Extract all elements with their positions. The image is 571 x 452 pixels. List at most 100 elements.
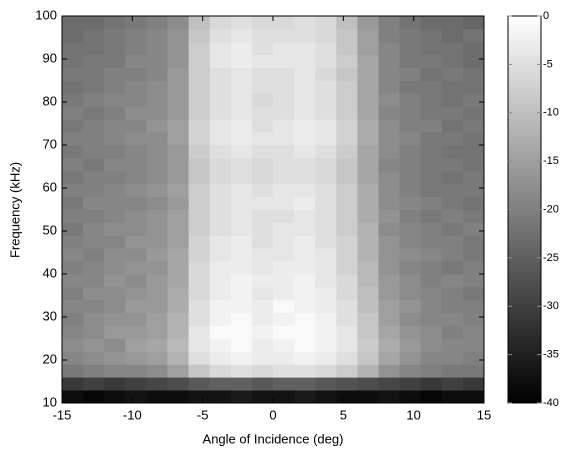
heatmap-cell: [146, 351, 168, 365]
heatmap-cell: [83, 209, 105, 223]
heatmap-cell: [420, 261, 443, 275]
heatmap-cell: [462, 390, 485, 404]
heatmap-cell: [146, 377, 168, 391]
heatmap-cell: [209, 28, 232, 43]
heatmap-cell: [378, 364, 400, 378]
heatmap-cell: [441, 274, 464, 288]
heatmap-cell: [146, 170, 168, 185]
heatmap-cell: [399, 261, 422, 275]
heatmap-cell: [399, 248, 422, 262]
heatmap-cell: [209, 16, 232, 30]
heatmap-cell: [420, 222, 443, 236]
heatmap-cell: [273, 196, 295, 210]
heatmap-cell: [294, 299, 316, 314]
heatmap-cell: [83, 325, 105, 339]
heatmap-cell: [104, 157, 126, 172]
heatmap-cell: [357, 286, 379, 301]
heatmap-cell: [273, 274, 295, 288]
heatmap-cell: [441, 248, 464, 262]
heatmap-cell: [62, 351, 84, 365]
heatmap-cell: [125, 248, 147, 262]
heatmap-cell: [357, 28, 379, 43]
heatmap-cell: [399, 119, 422, 133]
heatmap-cell: [336, 235, 358, 249]
heatmap-cell: [315, 299, 337, 314]
heatmap-cell: [420, 235, 443, 249]
heatmap-cell: [167, 261, 189, 275]
heatmap-cell: [420, 338, 443, 352]
heatmap-cell: [294, 157, 316, 172]
heatmap-cell: [230, 67, 253, 81]
heatmap-cell: [251, 235, 274, 249]
heatmap-cell: [209, 222, 232, 236]
heatmap-cell: [273, 93, 295, 107]
heatmap-cell: [167, 312, 189, 326]
heatmap-cell: [251, 299, 274, 314]
heatmap-cell: [251, 312, 274, 326]
heatmap-cell: [420, 286, 443, 301]
heatmap-cell: [83, 312, 105, 326]
heatmap-cell: [167, 248, 189, 262]
heatmap-cell: [83, 157, 105, 172]
heatmap-cell: [315, 170, 337, 185]
heatmap-cell: [357, 261, 379, 275]
heatmap-cell: [378, 132, 400, 146]
heatmap-cell: [167, 299, 189, 314]
heatmap-cell: [209, 312, 232, 326]
heatmap-cell: [125, 338, 147, 352]
heatmap-cell: [146, 286, 168, 301]
heatmap-cell: [104, 183, 126, 197]
x-tick-label: -10: [123, 407, 142, 422]
heatmap-cell: [188, 351, 211, 365]
heatmap-cell: [230, 16, 253, 30]
heatmap-cell: [125, 28, 147, 43]
heatmap-cell: [146, 157, 168, 172]
heatmap-cell: [420, 390, 443, 404]
heatmap-cell: [230, 132, 253, 146]
heatmap-cell: [83, 41, 105, 56]
heatmap-cell: [104, 80, 126, 94]
heatmap-cell: [273, 377, 295, 391]
x-tick-label: 0: [269, 407, 276, 422]
heatmap-cell: [294, 106, 316, 120]
heatmap-cell: [167, 338, 189, 352]
heatmap-cell: [251, 80, 274, 94]
heatmap-cell: [336, 364, 358, 378]
heatmap-cell: [125, 222, 147, 236]
heatmap-cell: [399, 377, 422, 391]
heatmap-cell: [62, 157, 84, 172]
heatmap-cell: [441, 390, 464, 404]
heatmap-cell: [251, 261, 274, 275]
heatmap-cell: [336, 170, 358, 185]
heatmap-cell: [336, 93, 358, 107]
heatmap-cell: [273, 28, 295, 43]
heatmap-cell: [378, 54, 400, 68]
heatmap-cell: [441, 312, 464, 326]
heatmap-cell: [357, 196, 379, 210]
heatmap-cell: [83, 364, 105, 378]
heatmap-cell: [104, 209, 126, 223]
heatmap-cell: [251, 209, 274, 223]
heatmap-cell: [62, 248, 84, 262]
heatmap-cell: [399, 196, 422, 210]
heatmap-cell: [294, 41, 316, 56]
heatmap-cell: [315, 338, 337, 352]
heatmap-cell: [420, 377, 443, 391]
heatmap-cell: [462, 145, 485, 159]
heatmap-cell: [209, 170, 232, 185]
heatmap-cell: [399, 170, 422, 185]
x-tick-label: 10: [406, 407, 420, 422]
heatmap-cell: [83, 183, 105, 197]
heatmap-cell: [441, 145, 464, 159]
heatmap-cell: [104, 390, 126, 404]
y-tick-label: 60: [43, 179, 57, 194]
heatmap-cell: [125, 170, 147, 185]
heatmap-cell: [83, 235, 105, 249]
heatmap-cell: [209, 248, 232, 262]
heatmap-cell: [62, 338, 84, 352]
heatmap-cell: [167, 54, 189, 68]
heatmap-cell: [420, 80, 443, 94]
heatmap-cell: [104, 119, 126, 133]
x-tick-label: -15: [53, 407, 72, 422]
heatmap-cell: [62, 364, 84, 378]
